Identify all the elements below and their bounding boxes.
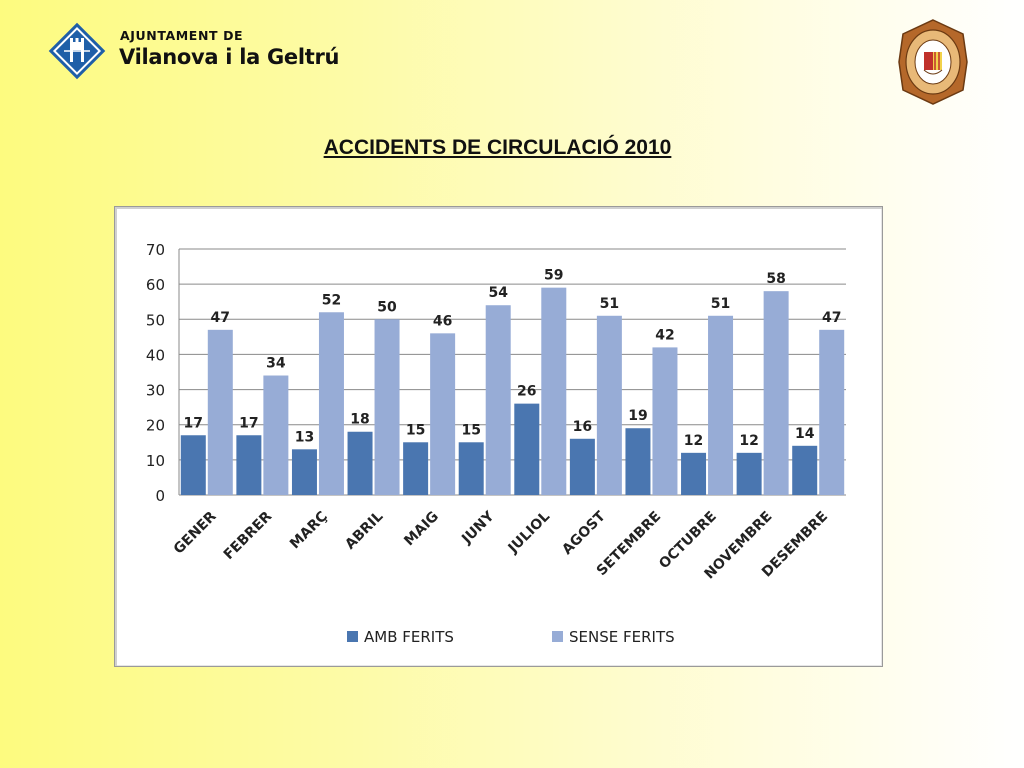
data-label: 47: [822, 310, 841, 326]
y-tick-label: 50: [146, 311, 165, 329]
data-label: 12: [684, 433, 703, 449]
bar: [569, 438, 595, 495]
y-tick-label: 40: [146, 346, 165, 364]
legend-swatch: [347, 631, 358, 642]
legend-label: SENSE FERITS: [569, 628, 675, 646]
bar: [318, 312, 344, 495]
bar: [625, 428, 651, 495]
chart-bars: [180, 287, 845, 495]
chart-legend: AMB FERITS SENSE FERITS: [347, 628, 675, 646]
org-name: Vilanova i la Geltrú: [119, 45, 340, 69]
y-tick-label: 70: [146, 241, 165, 259]
chart-grid: [178, 248, 846, 496]
data-label: 59: [544, 268, 563, 284]
x-tick-label: FEBRER: [221, 508, 276, 563]
data-label: 46: [433, 313, 452, 329]
x-tick-label: JULIOL: [505, 508, 554, 557]
bar: [652, 347, 678, 495]
police-seal-icon: [898, 19, 968, 105]
x-tick-label: ABRIL: [342, 508, 386, 552]
data-label: 34: [266, 356, 286, 372]
y-tick-label: 20: [146, 417, 165, 435]
data-label: 17: [239, 415, 258, 431]
bar: [596, 315, 622, 495]
x-tick-label: AGOST: [559, 508, 609, 558]
y-tick-label: 10: [146, 452, 165, 470]
bar: [736, 452, 762, 495]
x-tick-label: MAIG: [401, 509, 442, 550]
chart-panel: 17 47 17 34 13 52 18 50 15 46 15 54 26 59 16 51 19 42 12 51…: [114, 206, 883, 667]
y-tick-label: 30: [146, 382, 165, 400]
bar: [458, 442, 484, 495]
data-label: 26: [517, 384, 536, 400]
data-label: 54: [488, 285, 508, 301]
data-label: 51: [711, 296, 730, 312]
data-label: 15: [406, 422, 425, 438]
ajuntament-logo-icon: [48, 22, 106, 80]
bar: [708, 315, 734, 495]
data-label: 17: [184, 415, 203, 431]
data-label: 47: [211, 310, 230, 326]
x-tick-label: JUNY: [458, 508, 498, 548]
data-label: 19: [628, 408, 647, 424]
x-tick-label: GENER: [171, 508, 220, 557]
bar: [681, 452, 707, 495]
data-label: 51: [600, 296, 619, 312]
x-tick-label: MARÇ: [287, 509, 331, 553]
bar: [236, 435, 262, 495]
y-tick-label: 60: [146, 276, 165, 294]
bar: [792, 445, 818, 495]
bar: [207, 329, 233, 495]
bar: [763, 291, 789, 495]
data-label: 18: [350, 412, 369, 428]
legend-swatch: [552, 631, 563, 642]
bar: [403, 442, 429, 495]
data-label: 16: [573, 419, 592, 435]
bar: [263, 375, 289, 495]
data-label: 42: [655, 327, 674, 343]
chart-data-labels: 17 47 17 34 13 52 18 50 15 46 15 54 26 59 16 51 19 42 12 51…: [184, 268, 842, 449]
data-label: 13: [295, 429, 314, 445]
data-label: 58: [766, 271, 785, 287]
bar: [819, 329, 845, 495]
bar: [347, 431, 373, 495]
bar: [374, 319, 400, 495]
data-label: 14: [795, 426, 815, 442]
data-label: 12: [739, 433, 758, 449]
bar: [485, 305, 511, 495]
org-subtitle: AJUNTAMENT DE: [120, 28, 244, 43]
data-label: 15: [461, 422, 480, 438]
legend-label: AMB FERITS: [364, 628, 454, 646]
y-tick-label: 0: [155, 487, 165, 505]
bar-chart: 17 47 17 34 13 52 18 50 15 46 15 54 26 59 16 51 19 42 12 51…: [146, 241, 846, 646]
bar: [541, 287, 567, 495]
page-title: ACCIDENTS DE CIRCULACIÓ 2010: [323, 136, 672, 159]
bar: [291, 449, 317, 495]
data-label: 50: [377, 299, 397, 315]
y-axis-tick-labels: 0 10 20 30 40 50 60 70: [146, 241, 165, 505]
x-axis-tick-labels: GENER FEBRER MARÇ ABRIL MAIG JUNY JULIOL AGOSTS…: [171, 508, 831, 583]
bar: [514, 403, 540, 495]
bar: [430, 333, 456, 495]
bar: [180, 435, 206, 495]
data-label: 52: [322, 292, 341, 308]
